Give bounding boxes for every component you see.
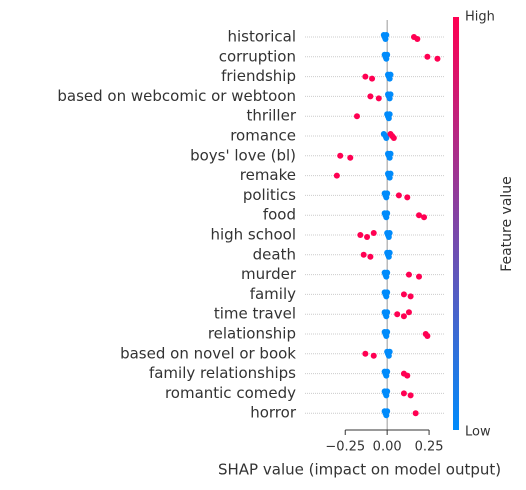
shap-point [387,170,394,177]
shap-point [384,269,391,276]
colorbar-low: Low [465,425,491,440]
shap-point [383,135,390,141]
shap-point [404,372,411,379]
x-tick-label: −0.25 [325,440,365,455]
shap-point [367,253,374,260]
shap-point [424,333,431,339]
shap-point [400,390,407,397]
shap-point [405,309,412,316]
shap-point [390,135,397,141]
shap-point [367,93,374,100]
shap-point [384,51,391,58]
y-tick-label: horror [250,404,297,422]
shap-point [407,392,414,399]
shap-point [421,214,428,221]
shap-point [384,210,391,217]
y-tick-label: family [250,285,296,303]
y-tick-label: romantic comedy [165,384,296,402]
shap-point [384,309,391,316]
shap-point [414,36,421,42]
y-tick-label: politics [243,186,296,204]
x-tick-label: 0.25 [415,440,444,455]
y-tick-label: boys' love (bl) [190,146,296,164]
y-tick-label: high school [210,226,296,244]
shap-point [384,388,391,395]
x-axis-label: SHAP value (impact on model output) [218,461,501,479]
y-tick-label: based on novel or book [120,344,296,362]
shap-point [434,55,441,62]
shap-point [357,232,364,238]
y-tick-label: thriller [247,107,297,125]
shap-point [383,32,390,38]
shap-point [424,53,431,60]
shap-point [364,234,371,240]
shap-point [386,111,393,118]
shap-point [395,192,402,199]
shap-point [384,190,391,197]
y-tick-label: death [253,245,296,263]
y-tick-label: based on webcomic or webtoon [57,87,296,105]
shap-point [400,313,407,320]
y-tick-label: historical [228,28,297,46]
shap-point [370,352,377,359]
shap-point [370,230,377,236]
y-tick-label: murder [241,265,297,283]
shap-point [400,291,407,298]
shap-point [387,71,394,78]
shap-point [405,271,412,278]
shap-point [394,311,401,318]
y-tick-label: friendship [221,67,296,85]
x-tick-label: 0.00 [373,440,402,455]
shap-point [362,350,369,357]
y-tick-label: food [263,206,296,224]
shap-point [384,289,391,296]
shap-point [386,249,393,256]
y-tick-label: time travel [214,305,296,323]
y-tick-label: romance [230,127,296,145]
y-tick-label: corruption [219,47,296,65]
shap-point [407,293,414,300]
shap-point [333,172,340,179]
colorbar-label: Feature value [499,176,515,272]
shap-point [369,75,376,82]
y-tick-label: remake [240,166,296,184]
shap-point [386,230,393,236]
y-tick-label: family relationships [149,364,296,382]
shap-point [360,251,367,258]
shap-point [386,348,393,355]
shap-point [337,152,344,159]
shap-point [375,95,382,102]
shap-point [384,368,391,375]
shap-point [412,410,419,417]
shap-point [347,154,354,161]
shap-point [387,91,394,98]
shap-point [384,408,391,415]
shap-point [416,273,423,280]
colorbar [453,17,459,430]
shap-point [353,113,360,120]
shap-point [387,150,394,157]
shap-point [384,329,391,335]
shap-point [362,73,369,80]
shap-point [404,194,411,201]
colorbar-high: High [465,10,495,25]
y-tick-label: relationship [208,325,296,343]
shap-point [416,212,423,219]
